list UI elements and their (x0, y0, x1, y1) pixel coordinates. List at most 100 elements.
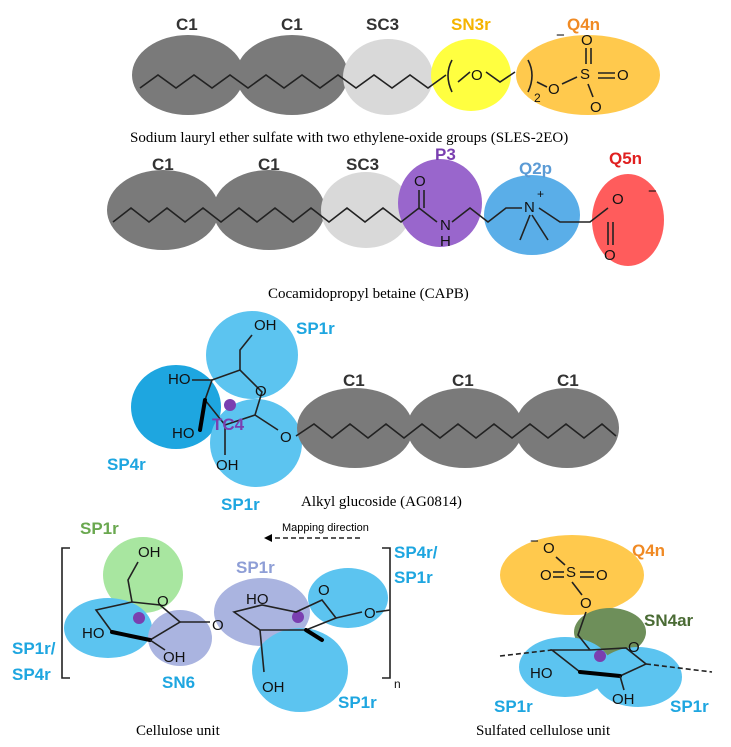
sles-atom-o-ether: O (471, 67, 483, 84)
cell-wedge-1 (110, 630, 152, 642)
sulf-bead-q4n (500, 535, 644, 615)
ag-bead-c1-b (407, 388, 523, 468)
capb-label-q5n: Q5n (609, 149, 642, 168)
cell-bracket-left (61, 547, 70, 679)
sles-atom-s: S (580, 66, 590, 83)
capb-minus: − (648, 183, 657, 200)
ag-molecule: OH O HO HO OH O SP1r SP4r TC4 SP1r C1 C1… (107, 311, 619, 514)
ag-atom-ho-lower: HO (172, 425, 195, 442)
sulf-atom-o2: O (540, 567, 552, 584)
cell-atom-o-ring1: O (157, 593, 169, 610)
cell-bead-sp1r-green (103, 537, 183, 613)
capb-label-q2p: Q2p (519, 159, 552, 178)
cell-label-sp1r-right: SP1r (394, 568, 433, 587)
cell-label-sp1r-bottom: SP1r (338, 693, 377, 712)
sulf-atom-s: S (566, 564, 576, 581)
ag-o-link-bond (254, 414, 279, 431)
sles-bead-q4n (516, 35, 660, 115)
sles-o-bond (536, 81, 548, 88)
capb-methyl-2 (531, 214, 549, 241)
ag-bead-tc4-center (224, 399, 236, 411)
sles-alkyl-chain (139, 74, 447, 89)
ag-bead-sp1r-top (206, 311, 298, 399)
cell-caption: Cellulose unit (136, 723, 221, 739)
cell-oh1-bond (149, 639, 166, 651)
capb-atom-h: H (440, 233, 451, 250)
ag-ch2oh-bond (239, 334, 253, 370)
sles-bracket-open (447, 59, 453, 93)
capb-label-c1-b: C1 (258, 155, 280, 174)
ag-atom-o-ring: O (255, 383, 267, 400)
ag-label-sp4r: SP4r (107, 455, 146, 474)
sulf-atom-o-ring: O (628, 639, 640, 656)
cell-bead-sn6 (148, 610, 212, 666)
capb-bead-c1-a (107, 170, 219, 250)
cell-arrow-head (264, 534, 272, 542)
sulf-center (594, 650, 606, 662)
cell-label-sp1r-green: SP1r (80, 519, 119, 538)
capb-bead-sc3 (321, 172, 411, 248)
sulf-atom-ho: HO (530, 665, 553, 682)
sles-label-sc3: SC3 (366, 15, 399, 34)
cell-center-2 (292, 611, 304, 623)
ag-alkyl-chain (295, 422, 617, 440)
capb-atom-o-acid2: O (612, 191, 624, 208)
sulf-atom-o3: O (596, 567, 608, 584)
cell-atom-oh-top: OH (138, 544, 161, 561)
cell-bead-sp1r-mid (214, 578, 310, 646)
sulf-ch2-bond (577, 611, 591, 651)
sles-bead-sc3 (343, 39, 433, 115)
sles-bead-sn3r (431, 39, 511, 111)
sulf-caption: Sulfated cellulose unit (476, 723, 611, 739)
sulf-chain-left (499, 649, 553, 657)
cell-atom-o-link: O (364, 605, 376, 622)
capb-atom-n-plus: N (524, 199, 535, 216)
capb-propyl-chain (451, 206, 522, 224)
sles-label-c1-b: C1 (281, 15, 303, 34)
capb-atom-n: N (440, 217, 451, 234)
sulf-label-q4n: Q4n (632, 541, 665, 560)
ag-label-c1-a: C1 (343, 371, 365, 390)
cell-ch2oh2-bond (259, 629, 265, 673)
cell-center-1 (133, 612, 145, 624)
ag-label-c1-c: C1 (557, 371, 579, 390)
cell-bead-sp1r-left (64, 598, 152, 658)
ag-atom-o-link: O (280, 429, 292, 446)
sles-label-sn3r: SN3r (451, 15, 491, 34)
sulf-atom-o4: O (580, 595, 592, 612)
sulf-oh-bond (619, 675, 625, 691)
cell-atom-ho1: HO (82, 625, 105, 642)
cell-atom-o-bridge: O (212, 617, 224, 634)
capb-plus: + (537, 187, 544, 201)
sles-eo-bond-2 (485, 71, 516, 83)
sles-minus: − (556, 27, 565, 44)
cell-label-sn6: SN6 (162, 673, 195, 692)
sulfated-cellulose-unit: − O S O O O O HO OH Q4n SN4ar SP1r SP1r … (476, 533, 713, 739)
cell-bead-sp1r-bottom (252, 628, 348, 712)
cell-subscript-n: n (394, 677, 401, 691)
cell-atom-ho2: HO (246, 591, 269, 608)
cell-label-sp1r-slash: SP1r/ (12, 639, 56, 658)
ag-label-sp1r-top: SP1r (296, 319, 335, 338)
sulf-atom-oh: OH (612, 691, 635, 708)
ag-bead-sp1r-bottom (210, 399, 302, 487)
capb-atom-o-acid1: O (604, 247, 616, 264)
ag-label-c1-b: C1 (452, 371, 474, 390)
cell-atom-oh1: OH (163, 649, 186, 666)
ag-atom-oh-bottom: OH (216, 457, 239, 474)
sles-atom-o2: O (617, 67, 629, 84)
capb-label-sc3: SC3 (346, 155, 379, 174)
capb-bead-c1-b (213, 170, 325, 250)
cellulose-unit: n Mapping direction OH O HO OH O HO O O … (12, 519, 438, 739)
sles-subscript: 2 (534, 91, 541, 105)
ag-caption: Alkyl glucoside (AG0814) (301, 494, 462, 510)
sulf-bead-sp1r-left (519, 637, 611, 697)
capb-label-p3: P3 (435, 145, 456, 164)
sles-bracket-close (527, 59, 533, 93)
cell-label-sp4r-slash: SP4r/ (394, 543, 438, 562)
ag-atom-ho-left: HO (168, 371, 191, 388)
sulf-bead-sp1r-right (594, 647, 682, 707)
sulf-label-sp1r-right: SP1r (670, 697, 709, 716)
sles-atom-o3: O (590, 99, 602, 116)
